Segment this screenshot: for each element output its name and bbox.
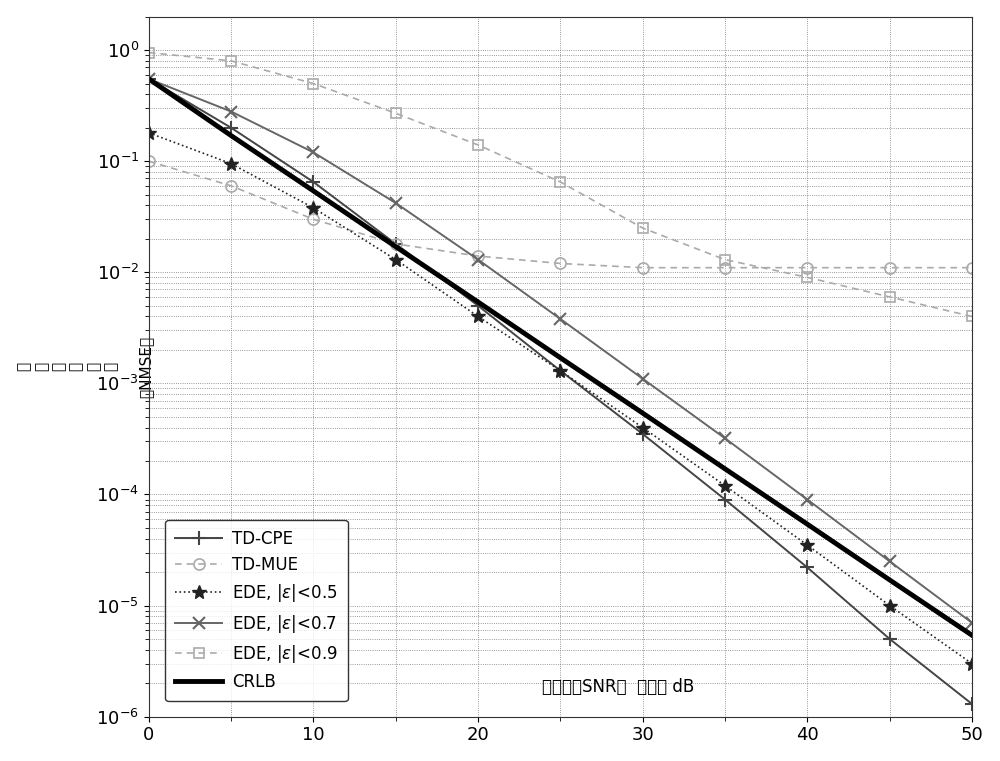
TD-CPE	[225, 123, 237, 132]
TD-MUE	[637, 263, 649, 272]
TD-MUE	[390, 240, 402, 249]
CRLB	[390, 242, 402, 251]
CRLB	[966, 631, 978, 640]
TD-CPE	[966, 699, 978, 708]
TD-CPE	[554, 366, 566, 375]
EDE, |$\varepsilon$|<0.5	[307, 203, 319, 212]
Line: EDE, |$\varepsilon$|<0.7: EDE, |$\varepsilon$|<0.7	[143, 73, 978, 629]
TD-CPE	[801, 563, 813, 572]
EDE, |$\varepsilon$|<0.9	[307, 79, 319, 88]
EDE, |$\varepsilon$|<0.5	[143, 129, 155, 138]
EDE, |$\varepsilon$|<0.5	[966, 659, 978, 668]
EDE, |$\varepsilon$|<0.7	[472, 255, 484, 264]
CRLB	[884, 575, 896, 584]
CRLB	[472, 298, 484, 307]
TD-CPE	[390, 240, 402, 249]
EDE, |$\varepsilon$|<0.5	[719, 481, 731, 490]
TD-MUE	[884, 263, 896, 272]
TD-CPE	[884, 635, 896, 644]
TD-CPE	[472, 301, 484, 310]
TD-MUE	[225, 181, 237, 190]
EDE, |$\varepsilon$|<0.9	[719, 255, 731, 264]
EDE, |$\varepsilon$|<0.9	[554, 177, 566, 186]
EDE, |$\varepsilon$|<0.5	[472, 312, 484, 321]
EDE, |$\varepsilon$|<0.7	[719, 434, 731, 443]
CRLB	[801, 520, 813, 529]
EDE, |$\varepsilon$|<0.9	[884, 292, 896, 301]
CRLB	[143, 75, 155, 84]
EDE, |$\varepsilon$|<0.7	[884, 557, 896, 566]
EDE, |$\varepsilon$|<0.9	[472, 140, 484, 149]
EDE, |$\varepsilon$|<0.7	[225, 107, 237, 116]
EDE, |$\varepsilon$|<0.9	[390, 109, 402, 118]
CRLB	[225, 131, 237, 140]
EDE, |$\varepsilon$|<0.9	[801, 272, 813, 282]
Legend: TD-CPE, TD-MUE, EDE, |$\varepsilon$|<0.5, EDE, |$\varepsilon$|<0.7, EDE, |$\vare: TD-CPE, TD-MUE, EDE, |$\varepsilon$|<0.5…	[165, 520, 348, 702]
CRLB	[637, 409, 649, 418]
EDE, |$\varepsilon$|<0.7	[966, 618, 978, 627]
Line: EDE, |$\varepsilon$|<0.9: EDE, |$\varepsilon$|<0.9	[144, 48, 977, 321]
EDE, |$\varepsilon$|<0.7	[307, 148, 319, 157]
TD-MUE	[143, 157, 155, 166]
TD-CPE	[719, 495, 731, 504]
TD-MUE	[801, 263, 813, 272]
EDE, |$\varepsilon$|<0.5	[884, 601, 896, 610]
CRLB	[719, 464, 731, 473]
TD-CPE	[637, 429, 649, 438]
EDE, |$\varepsilon$|<0.7	[637, 374, 649, 384]
EDE, |$\varepsilon$|<0.7	[554, 314, 566, 323]
CRLB	[307, 186, 319, 196]
Text: 信噪比（SNR）  单位： dB: 信噪比（SNR） 单位： dB	[542, 677, 694, 696]
EDE, |$\varepsilon$|<0.9	[637, 224, 649, 233]
EDE, |$\varepsilon$|<0.5	[801, 540, 813, 549]
EDE, |$\varepsilon$|<0.5	[637, 423, 649, 432]
EDE, |$\varepsilon$|<0.7	[801, 495, 813, 504]
TD-MUE	[472, 251, 484, 260]
EDE, |$\varepsilon$|<0.7	[143, 75, 155, 84]
Line: TD-CPE: TD-CPE	[142, 72, 979, 711]
Line: TD-MUE: TD-MUE	[143, 156, 978, 273]
EDE, |$\varepsilon$|<0.5	[390, 255, 402, 264]
TD-MUE	[966, 263, 978, 272]
TD-MUE	[719, 263, 731, 272]
TD-MUE	[554, 259, 566, 268]
EDE, |$\varepsilon$|<0.9	[225, 56, 237, 65]
Line: CRLB: CRLB	[149, 79, 972, 635]
Line: EDE, |$\varepsilon$|<0.5: EDE, |$\varepsilon$|<0.5	[142, 126, 979, 670]
EDE, |$\varepsilon$|<0.5	[225, 159, 237, 168]
Y-axis label: 归
一
化
均
方
差

（NMSE）: 归 一 化 均 方 差 （NMSE）	[17, 336, 153, 398]
EDE, |$\varepsilon$|<0.9	[143, 48, 155, 57]
EDE, |$\varepsilon$|<0.7	[390, 199, 402, 208]
CRLB	[554, 353, 566, 362]
TD-CPE	[143, 75, 155, 84]
TD-CPE	[307, 177, 319, 186]
TD-MUE	[307, 215, 319, 224]
EDE, |$\varepsilon$|<0.9	[966, 312, 978, 321]
EDE, |$\varepsilon$|<0.5	[554, 366, 566, 375]
